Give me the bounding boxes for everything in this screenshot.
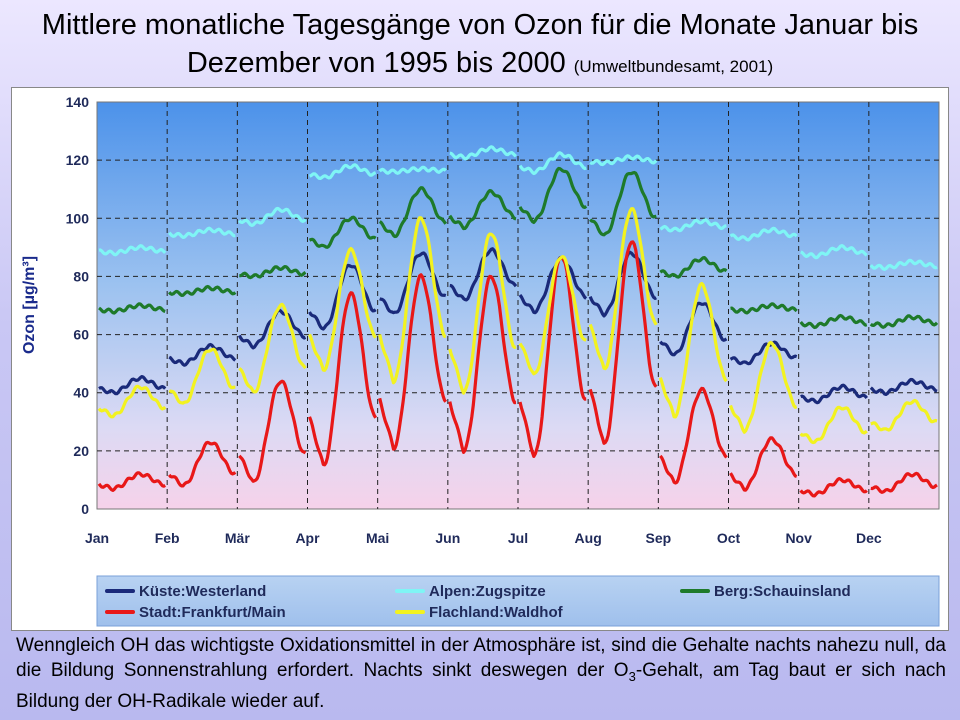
legend: Küste:Westerland Alpen:Zugspitze Berg:Scha… xyxy=(105,583,851,621)
series-line-segment xyxy=(97,384,167,419)
y-tick-label: 120 xyxy=(66,152,90,168)
series-line-segment xyxy=(448,274,517,454)
series-line-segment xyxy=(869,258,938,271)
y-tick-label: 20 xyxy=(73,443,89,459)
series-line-segment xyxy=(800,383,869,405)
series-flachland-waldhof xyxy=(97,207,938,445)
series-line-segment xyxy=(659,218,727,233)
y-tick-label: 140 xyxy=(66,94,90,110)
y-tick-label: 100 xyxy=(66,210,90,226)
series-line-segment xyxy=(589,170,657,237)
series-line-segment xyxy=(870,398,938,432)
legend-label: Alpen:Zugspitze xyxy=(429,583,546,600)
title-main: Mittlere monatliche Tagesgänge von Ozon … xyxy=(41,9,919,79)
series-line-segment xyxy=(98,244,167,257)
series-line-segment xyxy=(518,256,587,458)
series-line-segment xyxy=(378,273,448,451)
series-stadt-frankfurt-main xyxy=(97,240,938,498)
series-line-segment xyxy=(378,165,447,175)
series-line-segment xyxy=(729,436,798,492)
caption-part2: -Gehalt, am Tag baut er sich nach Bildun… xyxy=(16,660,946,712)
y-axis-label: Ozon [µg/m³] xyxy=(21,256,38,354)
x-tick-label: Jun xyxy=(435,530,460,546)
series-berg-schauinsland xyxy=(98,166,939,330)
x-tick-label: Mär xyxy=(225,530,250,546)
series-line-segment xyxy=(659,386,728,485)
series-line-segment xyxy=(659,256,728,279)
y-tick-label: 80 xyxy=(73,268,89,284)
grid-lines xyxy=(97,102,939,509)
series-line-segment xyxy=(799,405,868,445)
chart-frame: 0 20 40 60 80 100 120 140 Jan Feb Mär Apr Mai Jun Jul A… xyxy=(11,87,949,631)
series-line-segment xyxy=(239,265,307,280)
legend-box xyxy=(96,575,940,627)
series-line-segment xyxy=(168,347,236,405)
series-line-segment xyxy=(799,477,868,498)
x-tick-label: Jul xyxy=(508,530,528,546)
x-tick-label: Jan xyxy=(85,530,109,546)
series-line-segment xyxy=(167,440,237,488)
series-line-segment xyxy=(729,340,798,366)
x-tick-label: Nov xyxy=(785,530,812,546)
series-line-segment xyxy=(658,281,728,419)
series-line-segment xyxy=(308,215,377,249)
series-layer xyxy=(97,145,939,498)
series-line-segment xyxy=(167,284,237,297)
slide-title: Mittlere monatliche Tagesgänge von Ozon … xyxy=(0,6,960,86)
series-line-segment xyxy=(730,302,798,315)
series-line-segment xyxy=(449,145,518,161)
x-tick-label: Feb xyxy=(155,530,180,546)
x-tick-label: Sep xyxy=(645,530,671,546)
series-line-segment xyxy=(728,340,798,434)
y-tick-label: 0 xyxy=(81,501,89,517)
legend-label: Küste:Westerland xyxy=(139,583,266,600)
caption-text: Wenngleich OH das wichtigste Oxidationsm… xyxy=(16,633,946,714)
series-line-segment xyxy=(238,206,307,227)
series-line-segment xyxy=(309,163,377,180)
x-tick-label: Apr xyxy=(295,530,320,546)
series-line-segment xyxy=(238,302,307,394)
series-line-segment xyxy=(869,377,938,396)
series-line-segment xyxy=(378,216,447,385)
series-line-segment xyxy=(238,379,307,483)
series-line-segment xyxy=(800,244,868,260)
y-tick-label: 60 xyxy=(73,327,89,343)
legend-label: Flachland:Waldhof xyxy=(429,604,564,621)
series-line-segment xyxy=(518,166,588,224)
series-line-segment xyxy=(448,232,517,395)
series-line-segment xyxy=(168,342,237,367)
title-citation: (Umweltbundesamt, 2001) xyxy=(573,57,774,76)
legend-label: Stadt:Frankfurt/Main xyxy=(139,604,286,621)
series-line-segment xyxy=(589,154,658,167)
x-tick-label: Oct xyxy=(717,530,741,546)
x-tick-label: Aug xyxy=(575,530,602,546)
caption-subscript: 3 xyxy=(628,668,636,684)
axis-layer: 0 20 40 60 80 100 120 140 Jan Feb Mär Apr Mai Jun Jul A… xyxy=(66,94,882,546)
series-line-segment xyxy=(799,313,868,330)
series-line-segment xyxy=(588,207,658,371)
y-tick-label: 40 xyxy=(73,385,89,401)
series-line-segment xyxy=(729,226,798,242)
series-line-segment xyxy=(869,314,939,329)
series-line-segment xyxy=(588,240,658,445)
ozone-chart: 0 20 40 60 80 100 120 140 Jan Feb Mär Apr Mai Jun Jul A… xyxy=(21,94,940,627)
x-tick-label: Dec xyxy=(856,530,882,546)
series-line-segment xyxy=(168,226,236,239)
series-line-segment xyxy=(378,186,448,239)
series-line-segment xyxy=(518,255,587,376)
series-line-segment xyxy=(518,151,587,176)
series-line-segment xyxy=(448,189,517,231)
series-line-segment xyxy=(518,255,588,315)
x-tick-label: Mai xyxy=(366,530,389,546)
series-line-segment xyxy=(308,246,377,372)
series-alpen-zugspitze xyxy=(98,145,938,271)
series-line-segment xyxy=(98,302,166,315)
series-line-segment xyxy=(97,471,166,492)
caption-part1: Wenngleich OH das wichtigste Oxidationsm… xyxy=(16,635,946,681)
legend-label: Berg:Schauinsland xyxy=(714,583,851,600)
series-line-segment xyxy=(870,471,938,494)
series-line-segment xyxy=(307,291,378,467)
series-line-segment xyxy=(98,375,167,396)
